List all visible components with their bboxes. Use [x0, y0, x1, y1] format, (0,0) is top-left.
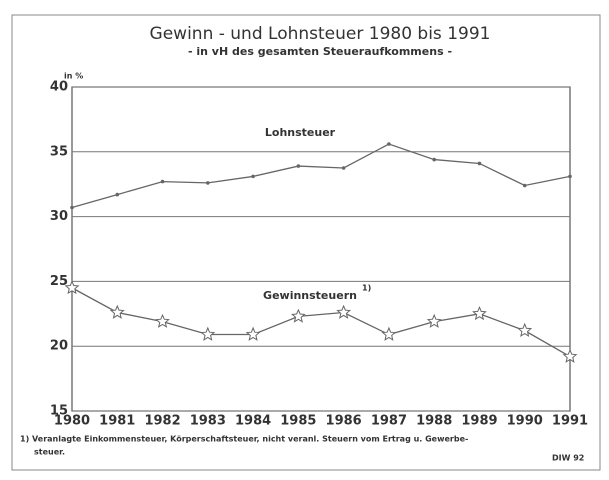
point-marker: [522, 183, 527, 188]
y-tick-label: 30: [50, 209, 68, 224]
point-marker: [341, 166, 346, 170]
footnote: 1) Veranlagte Einkommensteuer, Körpersch…: [20, 435, 468, 444]
point-marker: [432, 157, 436, 162]
star-marker: [472, 306, 487, 321]
star-marker: [155, 313, 170, 328]
chart-title: Gewinn - und Lohnsteuer 1980 bis 1991: [150, 24, 491, 44]
star-marker: [245, 326, 261, 341]
star-marker: [517, 322, 533, 337]
star-marker: [562, 348, 578, 363]
x-tick-label: 1991: [552, 414, 588, 429]
star-marker: [200, 326, 216, 341]
series-label: Gewinnsteuern: [263, 289, 357, 302]
star-marker: [426, 313, 442, 328]
point-marker: [568, 174, 572, 179]
y-axis-label: in %: [64, 72, 83, 81]
x-tick-label: 1990: [507, 414, 543, 429]
x-tick-label: 1988: [416, 414, 452, 429]
point-marker: [387, 142, 391, 146]
series-label: Lohnsteuer: [265, 126, 336, 139]
outer-frame: [11, 14, 601, 471]
point-marker: [206, 181, 210, 185]
point-marker: [115, 192, 120, 197]
y-tick-label: 40: [50, 80, 68, 95]
star-marker: [109, 304, 125, 319]
y-tick-label: 35: [50, 144, 68, 159]
star-marker: [290, 308, 306, 323]
point-marker: [70, 205, 74, 210]
point-marker: [251, 174, 255, 179]
point-marker: [160, 179, 165, 184]
x-tick-label: 1980: [54, 414, 90, 429]
y-tick-label: 15: [50, 404, 68, 419]
x-tick-label: 1984: [235, 414, 271, 429]
series-note: 1): [362, 284, 371, 293]
y-tick-label: 20: [50, 339, 68, 354]
x-tick-label: 1986: [326, 414, 362, 429]
star-marker: [381, 326, 397, 341]
star-marker: [336, 304, 352, 319]
star-marker: [64, 280, 80, 295]
x-tick-label: 1985: [280, 414, 316, 429]
x-tick-label: 1989: [461, 414, 497, 429]
y-tick-label: 25: [50, 274, 68, 289]
series-line: [71, 287, 571, 358]
x-tick-label: 1987: [371, 414, 407, 429]
series-line: [71, 143, 571, 209]
point-marker: [477, 161, 482, 166]
chart-subtitle: - in vH des gesamten Steueraufkommens -: [188, 45, 452, 58]
footnote: steuer.: [34, 448, 65, 457]
x-tick-label: 1981: [99, 414, 135, 429]
source: DIW 92: [552, 454, 584, 463]
x-tick-label: 1982: [144, 414, 180, 429]
point-marker: [296, 164, 301, 168]
x-tick-label: 1983: [190, 414, 226, 429]
